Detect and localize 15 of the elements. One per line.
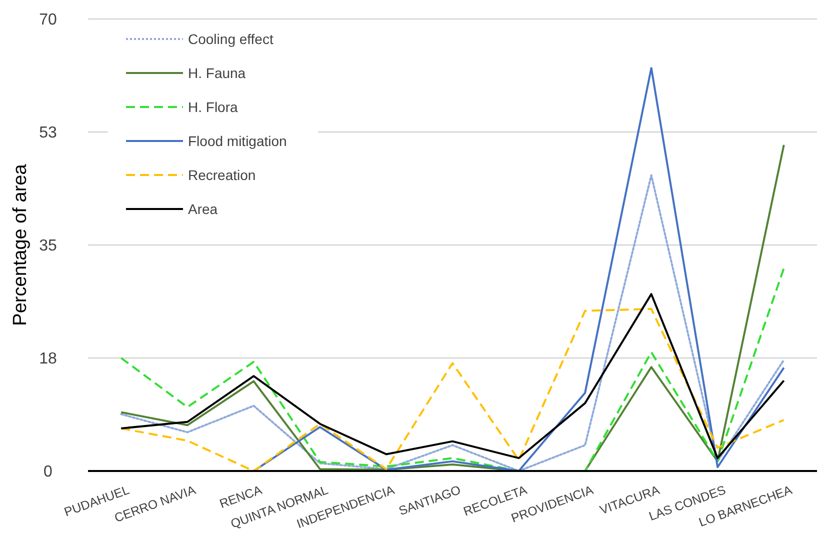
legend-label: H. Flora — [188, 98, 238, 115]
legend-label: Flood mitigation — [188, 132, 287, 149]
legend-label: H. Fauna — [188, 64, 246, 81]
legend-label: Area — [188, 200, 218, 217]
y-tick-label: 0 — [44, 464, 53, 481]
legend-label: Recreation — [188, 166, 256, 183]
y-axis-title: Percentage of area — [10, 164, 31, 326]
line-series — [120, 293, 785, 460]
y-tick-label: 18 — [39, 350, 57, 368]
y-tick-label: 70 — [39, 12, 57, 29]
legend-label: Cooling effect — [188, 30, 274, 47]
y-tick-label: 35 — [39, 238, 57, 255]
y-tick-label: 53 — [39, 124, 57, 142]
line-series — [120, 308, 785, 472]
line-series — [120, 267, 785, 472]
